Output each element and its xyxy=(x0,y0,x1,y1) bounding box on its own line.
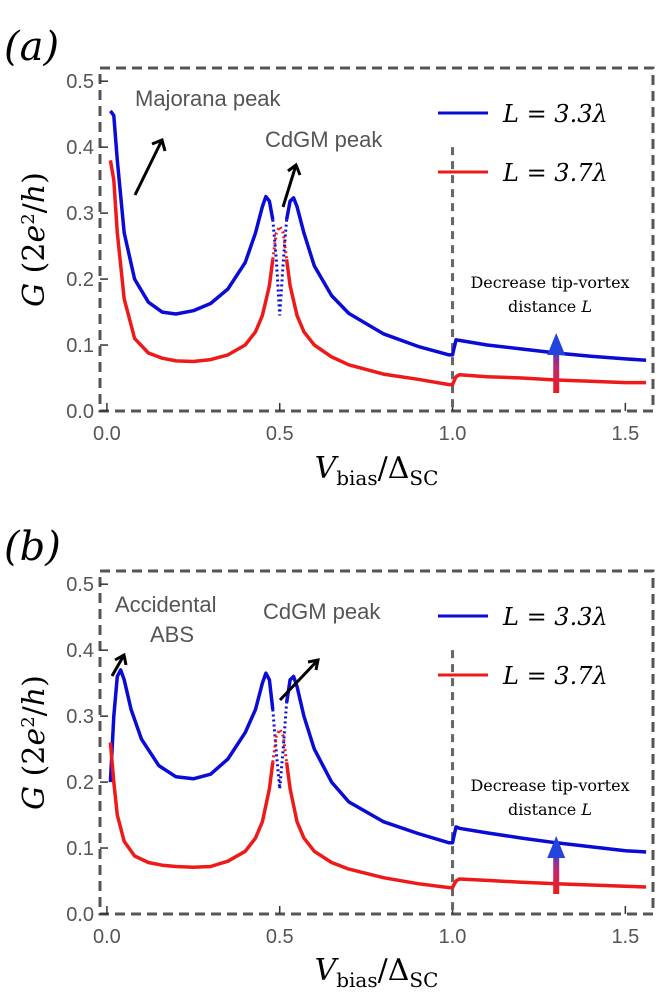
x-axis-label: Vbias/ΔSC xyxy=(315,953,439,992)
arrow-line xyxy=(278,658,320,702)
gradient-arrow-shaft xyxy=(553,850,560,894)
cdgm-annotation: CdGM peak xyxy=(265,127,383,152)
legend-label: L = 3.3λ xyxy=(502,100,608,128)
plot-frame xyxy=(98,569,655,916)
y-tick-label: 0.5 xyxy=(66,574,94,596)
series-dotted-blue xyxy=(271,219,289,316)
gradient-arrow-head xyxy=(547,836,566,858)
arrow-line xyxy=(110,654,126,677)
y-axis-label: G (2e2/h) xyxy=(17,172,52,307)
legend-label: L = 3.7λ xyxy=(502,159,608,187)
series-line-blue xyxy=(108,668,275,783)
x-axis-label: Vbias/ΔSC xyxy=(315,451,439,490)
x-tick-label: 0.5 xyxy=(266,926,294,948)
panel-a: (a) 0.0 0.1 0.2 0.3 0.4 0.5 0.0 0.5 1.0 1.5 Vbias/Δ… xyxy=(4,24,655,490)
x-tick-label: 1.5 xyxy=(611,423,639,445)
abs-annotation-line1: Accidental xyxy=(115,592,217,617)
majorana-annotation: Majorana peak xyxy=(135,86,282,111)
plot-frame xyxy=(98,66,655,413)
arrow-line xyxy=(133,139,164,196)
panel-b: (b) 0.0 0.1 0.2 0.3 0.4 0.5 0.0 0.5 1.0 1.5 Vbias/Δ… xyxy=(4,524,655,992)
y-tick-label: 0.1 xyxy=(66,838,94,860)
y-tick-label: 0.2 xyxy=(66,772,94,794)
x-tick-label: 0.5 xyxy=(266,423,294,445)
panel-label: (a) xyxy=(4,24,59,70)
series-line-red xyxy=(108,742,275,869)
gradient-arrow-head xyxy=(547,333,566,355)
x-tick-label: 1.0 xyxy=(439,926,467,948)
y-tick-label: 0.0 xyxy=(66,401,94,423)
x-tick-label: 1.5 xyxy=(611,926,639,948)
y-tick-label: 0.4 xyxy=(66,137,94,159)
series-line-blue xyxy=(108,109,275,316)
abs-annotation-line2: ABS xyxy=(150,622,194,647)
series-dotted-red xyxy=(271,726,289,763)
arrow-head xyxy=(114,652,128,666)
y-tick-label: 0.0 xyxy=(66,904,94,926)
series-line-blue xyxy=(284,674,647,854)
note-line1: Decrease tip-vortex xyxy=(470,273,629,292)
y-tick-label: 0.5 xyxy=(66,71,94,93)
y-tick-label: 0.4 xyxy=(66,640,94,662)
y-tick-label: 0.3 xyxy=(66,203,94,225)
y-tick-label: 0.2 xyxy=(66,269,94,291)
y-tick-label: 0.1 xyxy=(66,335,94,357)
note-line2: distance L xyxy=(508,800,592,819)
arrow-line xyxy=(281,164,298,208)
cdgm-annotation: CdGM peak xyxy=(263,599,381,624)
gradient-arrow-shaft xyxy=(553,347,560,393)
arrow-head xyxy=(287,162,302,176)
y-tick-label: 0.3 xyxy=(66,706,94,728)
x-tick-label: 1.0 xyxy=(439,423,467,445)
note-line2: distance L xyxy=(508,297,592,316)
arrow-head xyxy=(151,137,167,152)
series-line-red xyxy=(108,160,275,364)
legend-label: L = 3.7λ xyxy=(502,662,608,690)
legend-label: L = 3.3λ xyxy=(502,603,608,631)
y-axis-label: G (2e2/h) xyxy=(17,675,52,810)
note-line1: Decrease tip-vortex xyxy=(470,776,629,795)
series-dotted-red xyxy=(271,223,289,260)
panel-label: (b) xyxy=(4,524,61,570)
arrow-head xyxy=(307,658,320,671)
x-tick-label: 0.0 xyxy=(93,423,121,445)
x-tick-label: 0.0 xyxy=(93,926,121,948)
